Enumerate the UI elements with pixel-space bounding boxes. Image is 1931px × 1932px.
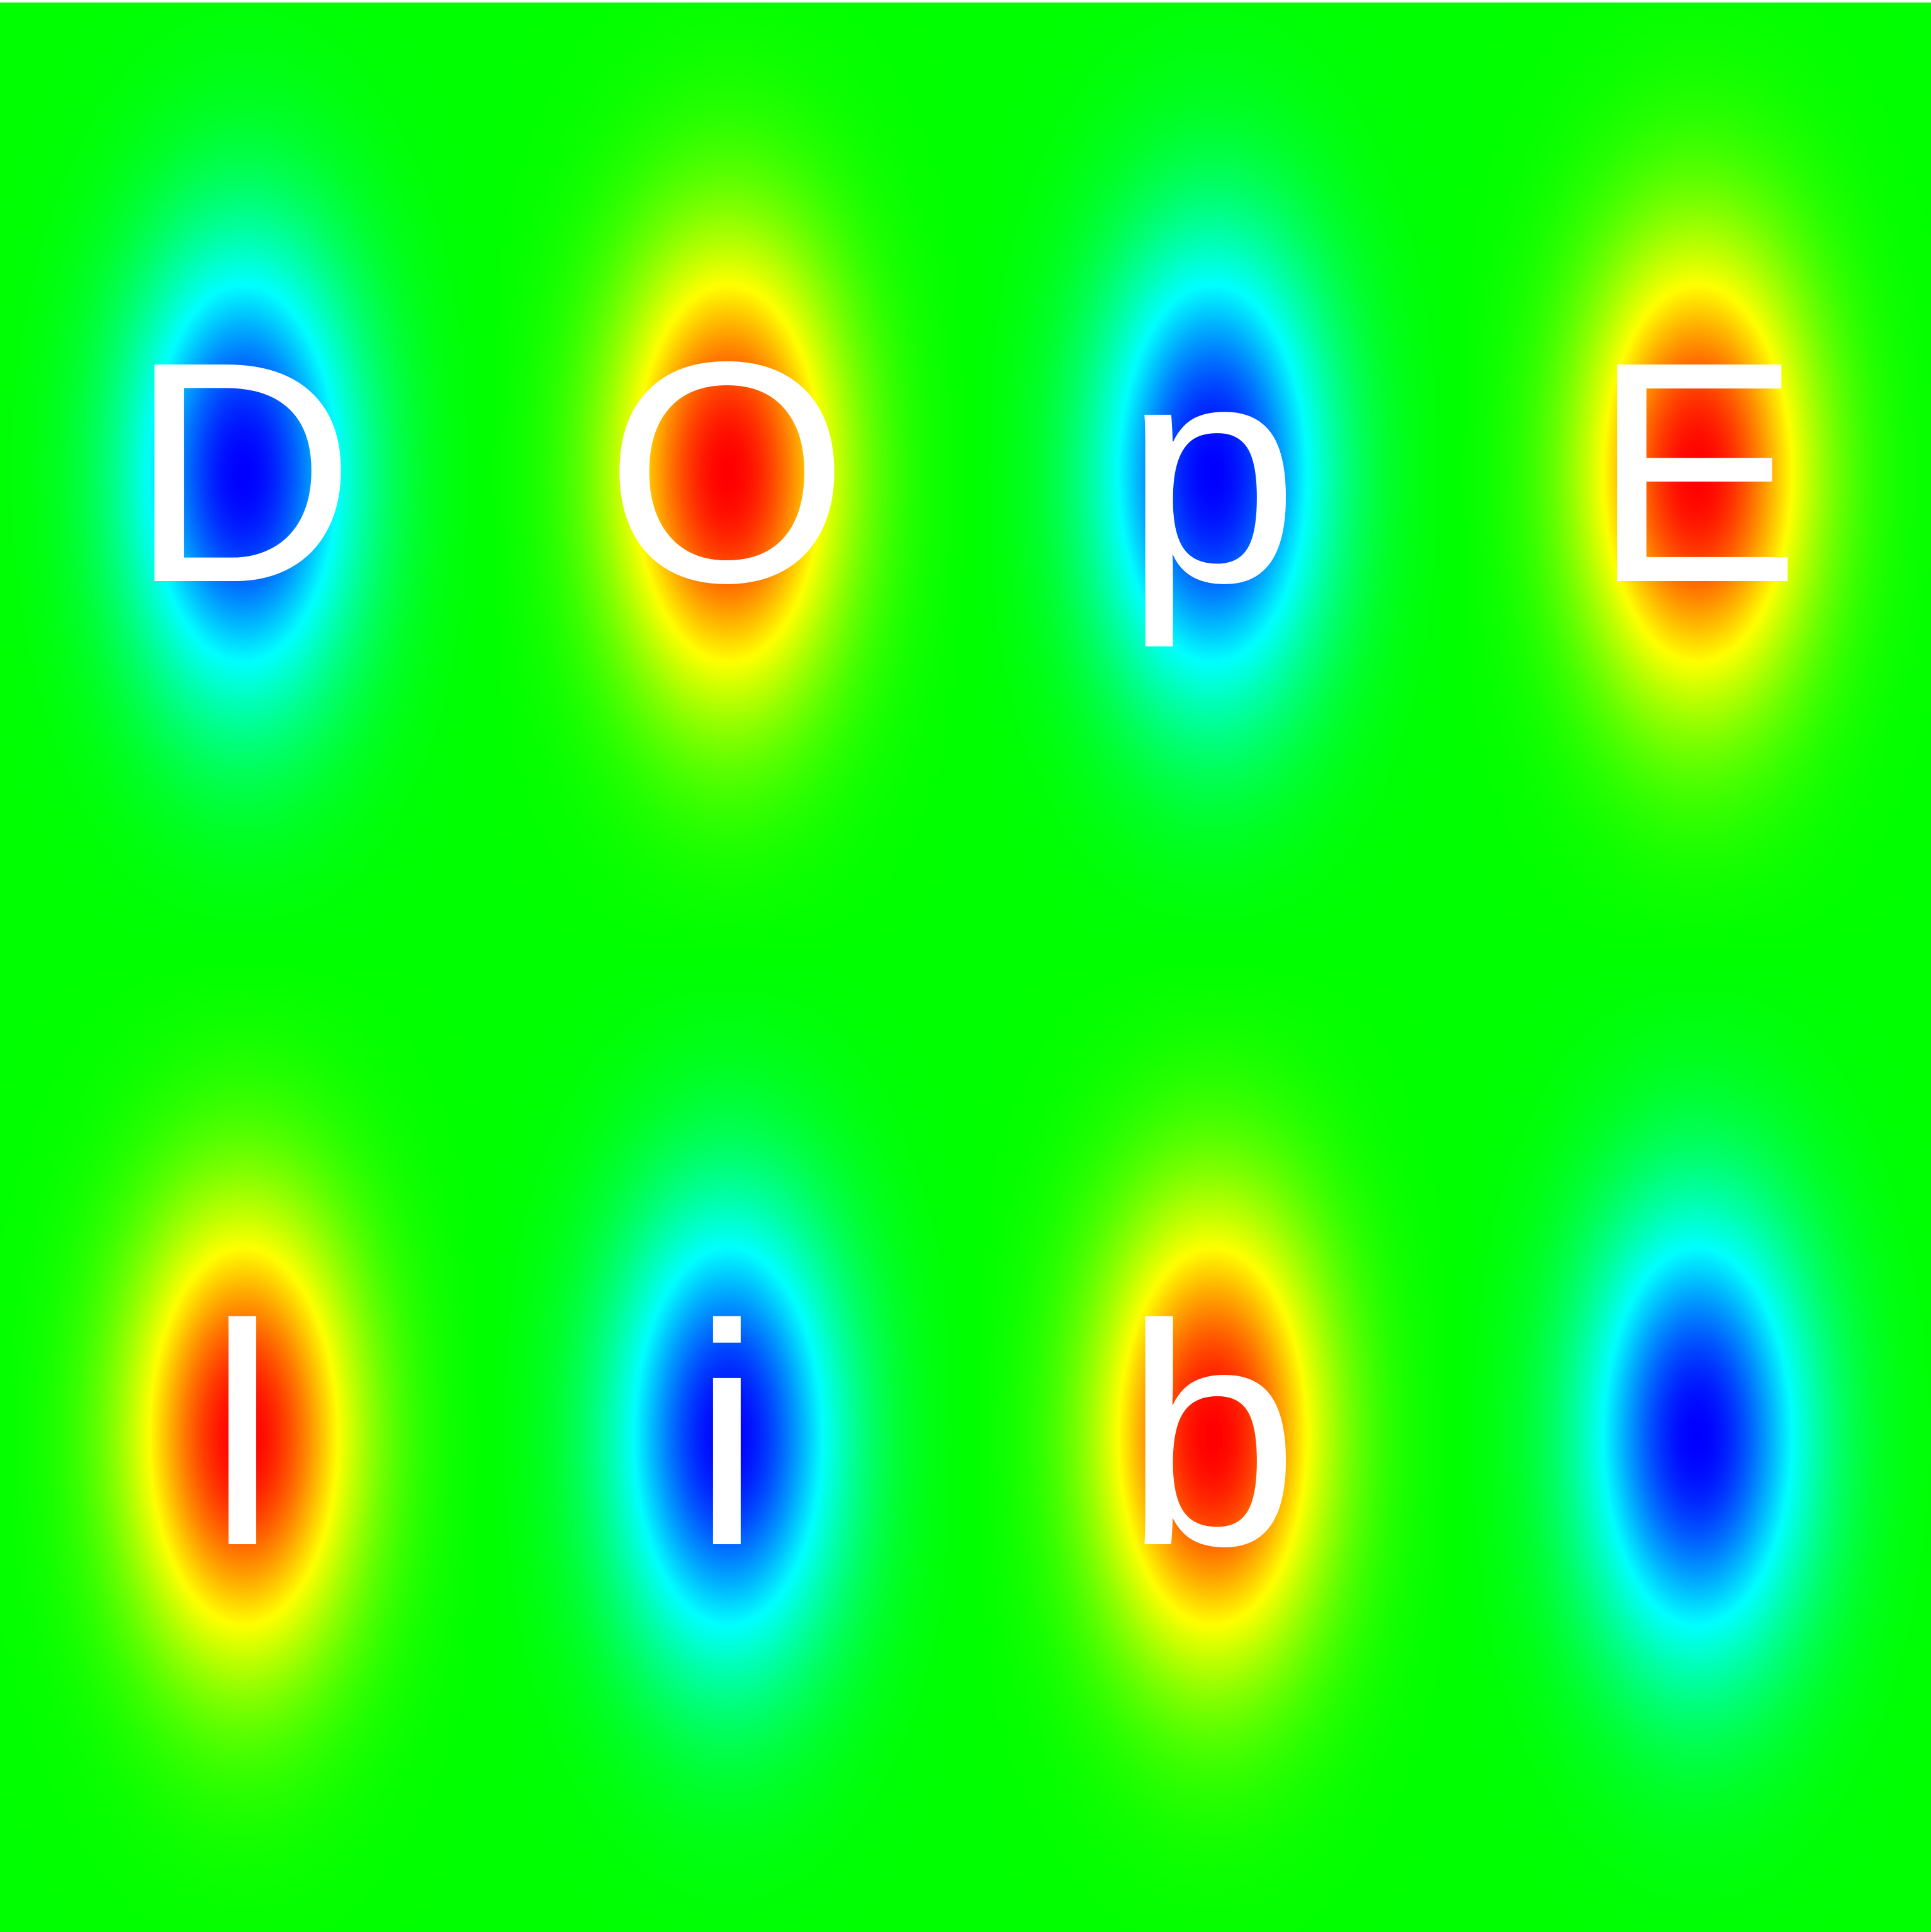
top-border bbox=[0, 0, 1931, 3]
letter-cell-5: l bbox=[207, 1259, 278, 1611]
letter-cell-6: i bbox=[692, 1259, 762, 1611]
letter-cell-7: b bbox=[1123, 1259, 1300, 1611]
letter-cell-1: D bbox=[128, 296, 356, 648]
letter-cell-3: p bbox=[1123, 296, 1300, 648]
letter-cell-2: O bbox=[604, 296, 850, 648]
letter-cell-4: E bbox=[1591, 296, 1801, 648]
letter-cell-8 bbox=[1507, 1246, 1885, 1624]
